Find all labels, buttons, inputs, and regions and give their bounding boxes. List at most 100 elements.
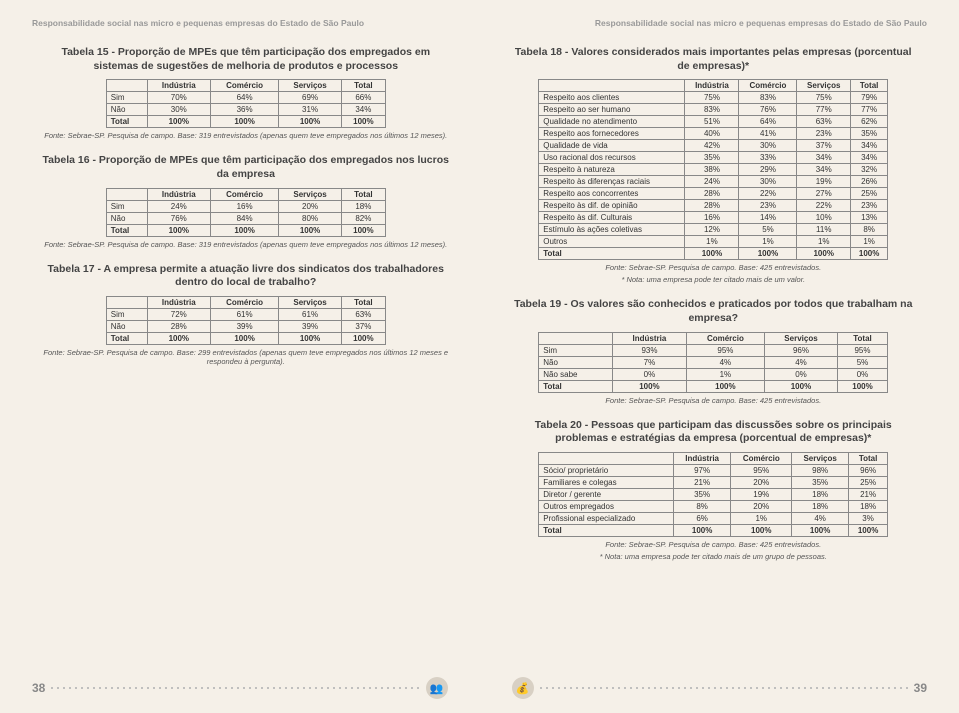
- table-15-title: Tabela 15 - Proporção de MPEs que têm pa…: [32, 46, 460, 73]
- table-cell: 0%: [837, 368, 888, 380]
- table-cell: Profissional especializado: [539, 512, 674, 524]
- table-20-note: * Nota: uma empresa pode ter citado mais…: [500, 552, 928, 561]
- table-cell: 70%: [147, 92, 210, 104]
- table-cell: Sim: [106, 92, 147, 104]
- table-cell: 30%: [739, 176, 797, 188]
- table-cell: 76%: [147, 212, 210, 224]
- table-18-title: Tabela 18 - Valores considerados mais im…: [500, 46, 928, 73]
- table-cell: Qualidade de vida: [539, 140, 685, 152]
- table-cell: 38%: [685, 164, 739, 176]
- table-cell: 32%: [850, 164, 887, 176]
- total-row: Total100%100%100%100%: [539, 248, 888, 260]
- col-header: Indústria: [147, 296, 210, 308]
- table-cell: 34%: [797, 164, 851, 176]
- table-cell: 22%: [739, 188, 797, 200]
- table-20-source: Fonte: Sebrae-SP. Pesquisa de campo. Bas…: [500, 540, 928, 549]
- table-cell: 4%: [792, 512, 849, 524]
- col-header: Indústria: [685, 80, 739, 92]
- col-header: Total: [341, 296, 385, 308]
- table-cell: Diretor / gerente: [539, 488, 674, 500]
- table-cell: 24%: [685, 176, 739, 188]
- table-cell: 61%: [279, 308, 342, 320]
- col-header: Total: [848, 452, 887, 464]
- table-row: Profissional especializado6%1%4%3%: [539, 512, 888, 524]
- table-row: Respeito aos fornecedores40%41%23%35%: [539, 128, 888, 140]
- dots-left: [49, 686, 421, 690]
- table-cell: 4%: [765, 356, 838, 368]
- table-cell: 1%: [686, 368, 765, 380]
- table-cell: 19%: [797, 176, 851, 188]
- col-header: Serviços: [279, 296, 342, 308]
- table-cell: 12%: [685, 224, 739, 236]
- table-cell: 6%: [674, 512, 731, 524]
- table-cell: 19%: [731, 488, 792, 500]
- total-cell: 100%: [848, 524, 887, 536]
- table-cell: 95%: [686, 344, 765, 356]
- col-header: [106, 80, 147, 92]
- total-cell: 100%: [685, 248, 739, 260]
- total-cell: 100%: [341, 332, 385, 344]
- table-cell: 40%: [685, 128, 739, 140]
- table-cell: 3%: [848, 512, 887, 524]
- total-cell: 100%: [211, 332, 279, 344]
- people-icon: 👥: [426, 677, 448, 699]
- table-16-title: Tabela 16 - Proporção de MPEs que têm pa…: [32, 154, 460, 181]
- table-cell: 96%: [765, 344, 838, 356]
- table-20: IndústriaComércioServiçosTotalSócio/ pro…: [538, 452, 888, 537]
- table-cell: 20%: [731, 476, 792, 488]
- total-cell: 100%: [731, 524, 792, 536]
- table-cell: 93%: [613, 344, 686, 356]
- total-cell: 100%: [837, 380, 888, 392]
- table-row: Qualidade de vida42%30%37%34%: [539, 140, 888, 152]
- table-cell: 61%: [211, 308, 279, 320]
- col-header: Indústria: [674, 452, 731, 464]
- col-header: [106, 296, 147, 308]
- table-cell: 14%: [739, 212, 797, 224]
- total-cell: 100%: [613, 380, 686, 392]
- table-cell: 34%: [850, 152, 887, 164]
- total-cell: 100%: [674, 524, 731, 536]
- table-row: Não7%4%4%5%: [539, 356, 888, 368]
- table-cell: 80%: [279, 212, 342, 224]
- table-cell: 63%: [797, 116, 851, 128]
- table-cell: Familiares e colegas: [539, 476, 674, 488]
- table-18-source: Fonte: Sebrae-SP. Pesquisa de campo. Bas…: [500, 263, 928, 272]
- col-header: [539, 452, 674, 464]
- dots-right: [538, 686, 910, 690]
- table-cell: 95%: [837, 344, 888, 356]
- table-cell: 24%: [147, 200, 210, 212]
- table-cell: 23%: [797, 128, 851, 140]
- table-cell: 13%: [850, 212, 887, 224]
- table-cell: 30%: [147, 104, 210, 116]
- table-cell: 1%: [731, 512, 792, 524]
- total-cell: 100%: [797, 248, 851, 260]
- table-cell: Sócio/ proprietário: [539, 464, 674, 476]
- table-cell: Outros empregados: [539, 500, 674, 512]
- table-19: IndústriaComércioServiçosTotalSim93%95%9…: [538, 332, 888, 393]
- total-cell: 100%: [739, 248, 797, 260]
- table-cell: 35%: [685, 152, 739, 164]
- table-cell: 39%: [211, 320, 279, 332]
- table-cell: 79%: [850, 92, 887, 104]
- col-header: Indústria: [147, 80, 210, 92]
- col-header: Serviços: [792, 452, 849, 464]
- table-cell: 16%: [685, 212, 739, 224]
- table-row: Respeito aos clientes75%83%75%79%: [539, 92, 888, 104]
- table-cell: 34%: [850, 140, 887, 152]
- col-header: Total: [341, 80, 385, 92]
- table-16-block: Tabela 16 - Proporção de MPEs que têm pa…: [32, 154, 460, 248]
- table-row: Não76%84%80%82%: [106, 212, 385, 224]
- col-header: Serviços: [765, 332, 838, 344]
- col-header: Total: [850, 80, 887, 92]
- table-row: Respeito ao ser humano83%76%77%77%: [539, 104, 888, 116]
- table-cell: Respeito aos fornecedores: [539, 128, 685, 140]
- col-header: Indústria: [613, 332, 686, 344]
- table-17-title: Tabela 17 - A empresa permite a atuação …: [32, 263, 460, 290]
- table-row: Estímulo às ações coletivas12%5%11%8%: [539, 224, 888, 236]
- table-19-source: Fonte: Sebrae-SP. Pesquisa de campo. Bas…: [500, 396, 928, 405]
- table-row: Respeito às dif. de opinião28%23%22%23%: [539, 200, 888, 212]
- table-16-source: Fonte: Sebrae-SP. Pesquisa de campo. Bas…: [32, 240, 460, 249]
- table-cell: 83%: [685, 104, 739, 116]
- table-cell: 0%: [765, 368, 838, 380]
- table-cell: 28%: [685, 200, 739, 212]
